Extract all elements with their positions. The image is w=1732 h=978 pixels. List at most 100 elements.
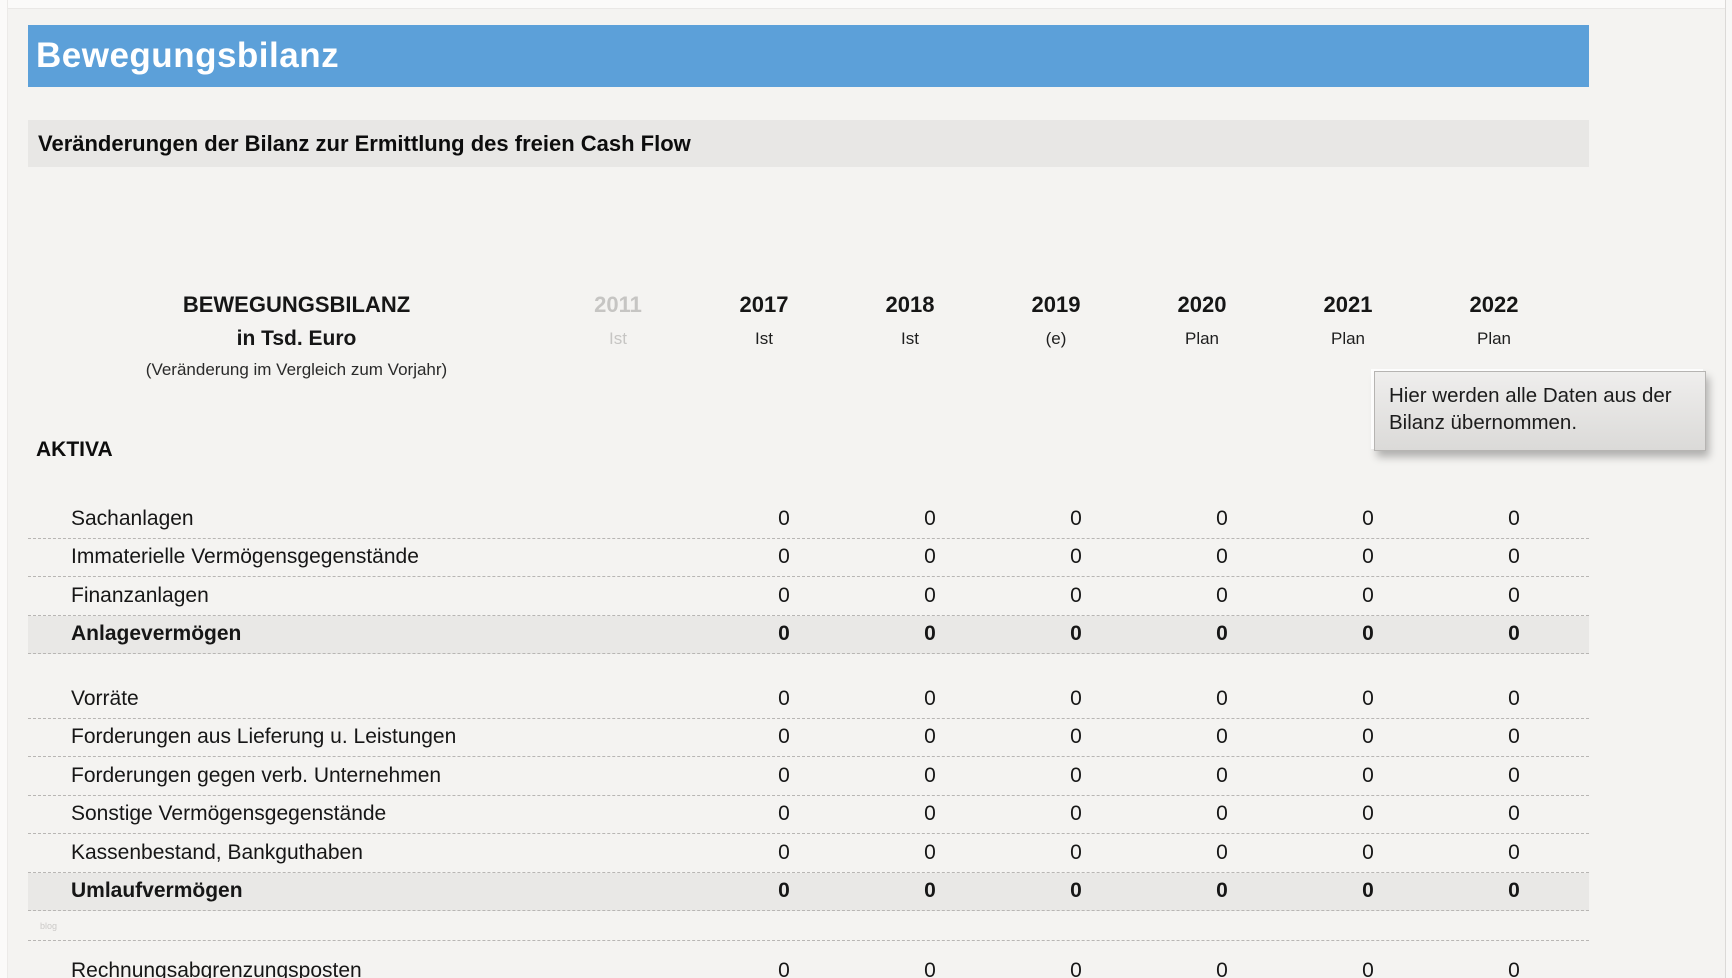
value-cell[interactable]: 0 [778, 622, 790, 646]
value-cell[interactable]: 0 [1216, 545, 1228, 569]
value-cell[interactable]: 0 [1362, 959, 1374, 978]
value-cell[interactable]: 0 [1362, 622, 1374, 646]
value-cell[interactable]: 0 [1362, 802, 1374, 826]
value-cell[interactable]: 0 [1070, 545, 1082, 569]
table-row: Vorräte 0 0 0 0 0 0 [28, 680, 1589, 719]
year-column-header[interactable]: 2021 [1323, 292, 1373, 317]
value-cell[interactable]: 0 [924, 879, 936, 903]
value-cell[interactable]: 0 [924, 763, 936, 787]
value-cell[interactable]: 0 [1070, 686, 1082, 710]
value-cell[interactable]: 0 [1216, 959, 1228, 978]
year-column-header[interactable]: 2019 [1031, 292, 1081, 317]
value-cell[interactable]: 0 [778, 959, 790, 978]
row-label[interactable]: Finanzanlagen [71, 583, 209, 607]
value-cell[interactable]: 0 [924, 840, 936, 864]
value-cell[interactable]: 0 [1508, 686, 1520, 710]
value-cell[interactable]: 0 [778, 879, 790, 903]
value-cell[interactable]: 0 [1508, 622, 1520, 646]
value-cell[interactable]: 0 [778, 802, 790, 826]
year-type-label[interactable]: Plan [1476, 329, 1512, 348]
row-label[interactable]: Forderungen aus Lieferung u. Leistungen [71, 725, 457, 749]
value-cell[interactable]: 0 [1508, 840, 1520, 864]
value-cell[interactable]: 0 [1362, 840, 1374, 864]
value-cell[interactable]: 0 [1070, 622, 1082, 646]
value-cell[interactable]: 0 [1070, 879, 1082, 903]
value-cell[interactable]: 0 [1216, 879, 1228, 903]
value-cell[interactable]: 0 [924, 959, 936, 978]
value-cell[interactable]: 0 [1508, 545, 1520, 569]
value-cell[interactable]: 0 [1070, 763, 1082, 787]
value-cell[interactable]: 0 [924, 802, 936, 826]
value-cell[interactable]: 0 [1070, 725, 1082, 749]
row-label[interactable]: Kassenbestand, Bankguthaben [71, 840, 363, 864]
row-label[interactable]: Forderungen gegen verb. Unternehmen [71, 763, 442, 787]
value-cell[interactable]: 0 [924, 622, 936, 646]
row-label[interactable]: Umlaufvermögen [71, 879, 243, 903]
value-cell[interactable]: 0 [778, 686, 790, 710]
year-column-header[interactable]: 2018 [885, 292, 935, 317]
value-cell[interactable]: 0 [1216, 506, 1228, 530]
value-cell[interactable]: 0 [778, 545, 790, 569]
value-cell[interactable]: 0 [1070, 840, 1082, 864]
row-label[interactable]: Sachanlagen [71, 506, 194, 530]
value-cell[interactable]: 0 [924, 583, 936, 607]
value-cell[interactable]: 0 [778, 506, 790, 530]
value-cell[interactable]: 0 [1070, 802, 1082, 826]
year-column-header[interactable]: 2017 [739, 292, 789, 317]
value-cell[interactable]: 0 [1362, 725, 1374, 749]
value-cell[interactable]: 0 [1508, 802, 1520, 826]
value-cell[interactable]: 0 [1362, 686, 1374, 710]
year-type-label[interactable]: Ist [755, 329, 773, 348]
row-label[interactable]: Sonstige Vermögensgegenstände [71, 802, 387, 826]
value-cell[interactable]: 0 [1362, 879, 1374, 903]
table-row: Immaterielle Vermögensgegenstände 0 0 0 0 0 0 [28, 539, 1589, 577]
year-column-header[interactable]: 2022 [1469, 292, 1519, 317]
value-cell[interactable]: 0 [1216, 763, 1228, 787]
value-cell[interactable]: 0 [924, 545, 936, 569]
value-cell[interactable]: 0 [1070, 506, 1082, 530]
value-cell[interactable]: 0 [1508, 506, 1520, 530]
value-cell[interactable]: 0 [1508, 763, 1520, 787]
value-cell[interactable]: 0 [1362, 545, 1374, 569]
value-cell[interactable]: 0 [1216, 583, 1228, 607]
value-cell[interactable]: 0 [1216, 802, 1228, 826]
year-type-label[interactable]: Ist [609, 329, 627, 348]
value-cell[interactable]: 0 [778, 840, 790, 864]
value-cell[interactable]: 0 [1216, 686, 1228, 710]
year-column-header[interactable]: 2020 [1177, 292, 1227, 317]
year-type-label[interactable]: Ist [901, 329, 919, 348]
value-cell[interactable]: 0 [1070, 959, 1082, 978]
row-label[interactable]: Vorräte [71, 686, 139, 710]
year-type-label[interactable]: Plan [1184, 329, 1220, 348]
table-row: Finanzanlagen 0 0 0 0 0 0 [28, 577, 1589, 616]
year-type-label[interactable]: (e) [1045, 329, 1067, 348]
table-row: blog [28, 911, 1589, 941]
value-cell[interactable]: 0 [1070, 583, 1082, 607]
table-row: Sachanlagen 0 0 0 0 0 0 [28, 500, 1589, 539]
value-cell[interactable]: 0 [778, 763, 790, 787]
row-label[interactable]: Rechnungsabgrenzungsposten [71, 959, 362, 978]
value-cell[interactable]: 0 [1216, 622, 1228, 646]
value-cell[interactable]: 0 [1216, 840, 1228, 864]
year-column-header[interactable]: 2011 [594, 292, 642, 317]
table-unit: in Tsd. Euro [236, 327, 357, 350]
year-type-label[interactable]: Plan [1330, 329, 1366, 348]
value-cell[interactable]: 0 [1508, 879, 1520, 903]
value-cell[interactable]: 0 [1216, 725, 1228, 749]
value-cell[interactable]: 0 [924, 725, 936, 749]
value-cell[interactable]: 0 [1508, 959, 1520, 978]
value-cell[interactable]: 0 [1362, 583, 1374, 607]
value-cell[interactable]: 0 [1508, 725, 1520, 749]
page-title: Bewegungsbilanz [36, 36, 340, 75]
row-label[interactable]: Anlagevermögen [71, 622, 242, 646]
value-cell[interactable]: 0 [778, 725, 790, 749]
value-cell[interactable]: 0 [1362, 506, 1374, 530]
value-cell[interactable]: 0 [924, 506, 936, 530]
value-cell[interactable]: 0 [778, 583, 790, 607]
value-cell[interactable]: 0 [1508, 583, 1520, 607]
value-cell[interactable]: 0 [1362, 763, 1374, 787]
section-label-aktiva[interactable]: AKTIVA [36, 438, 113, 461]
row-label[interactable]: Immaterielle Vermögensgegenstände [71, 545, 419, 569]
value-cell[interactable]: 0 [924, 686, 936, 710]
